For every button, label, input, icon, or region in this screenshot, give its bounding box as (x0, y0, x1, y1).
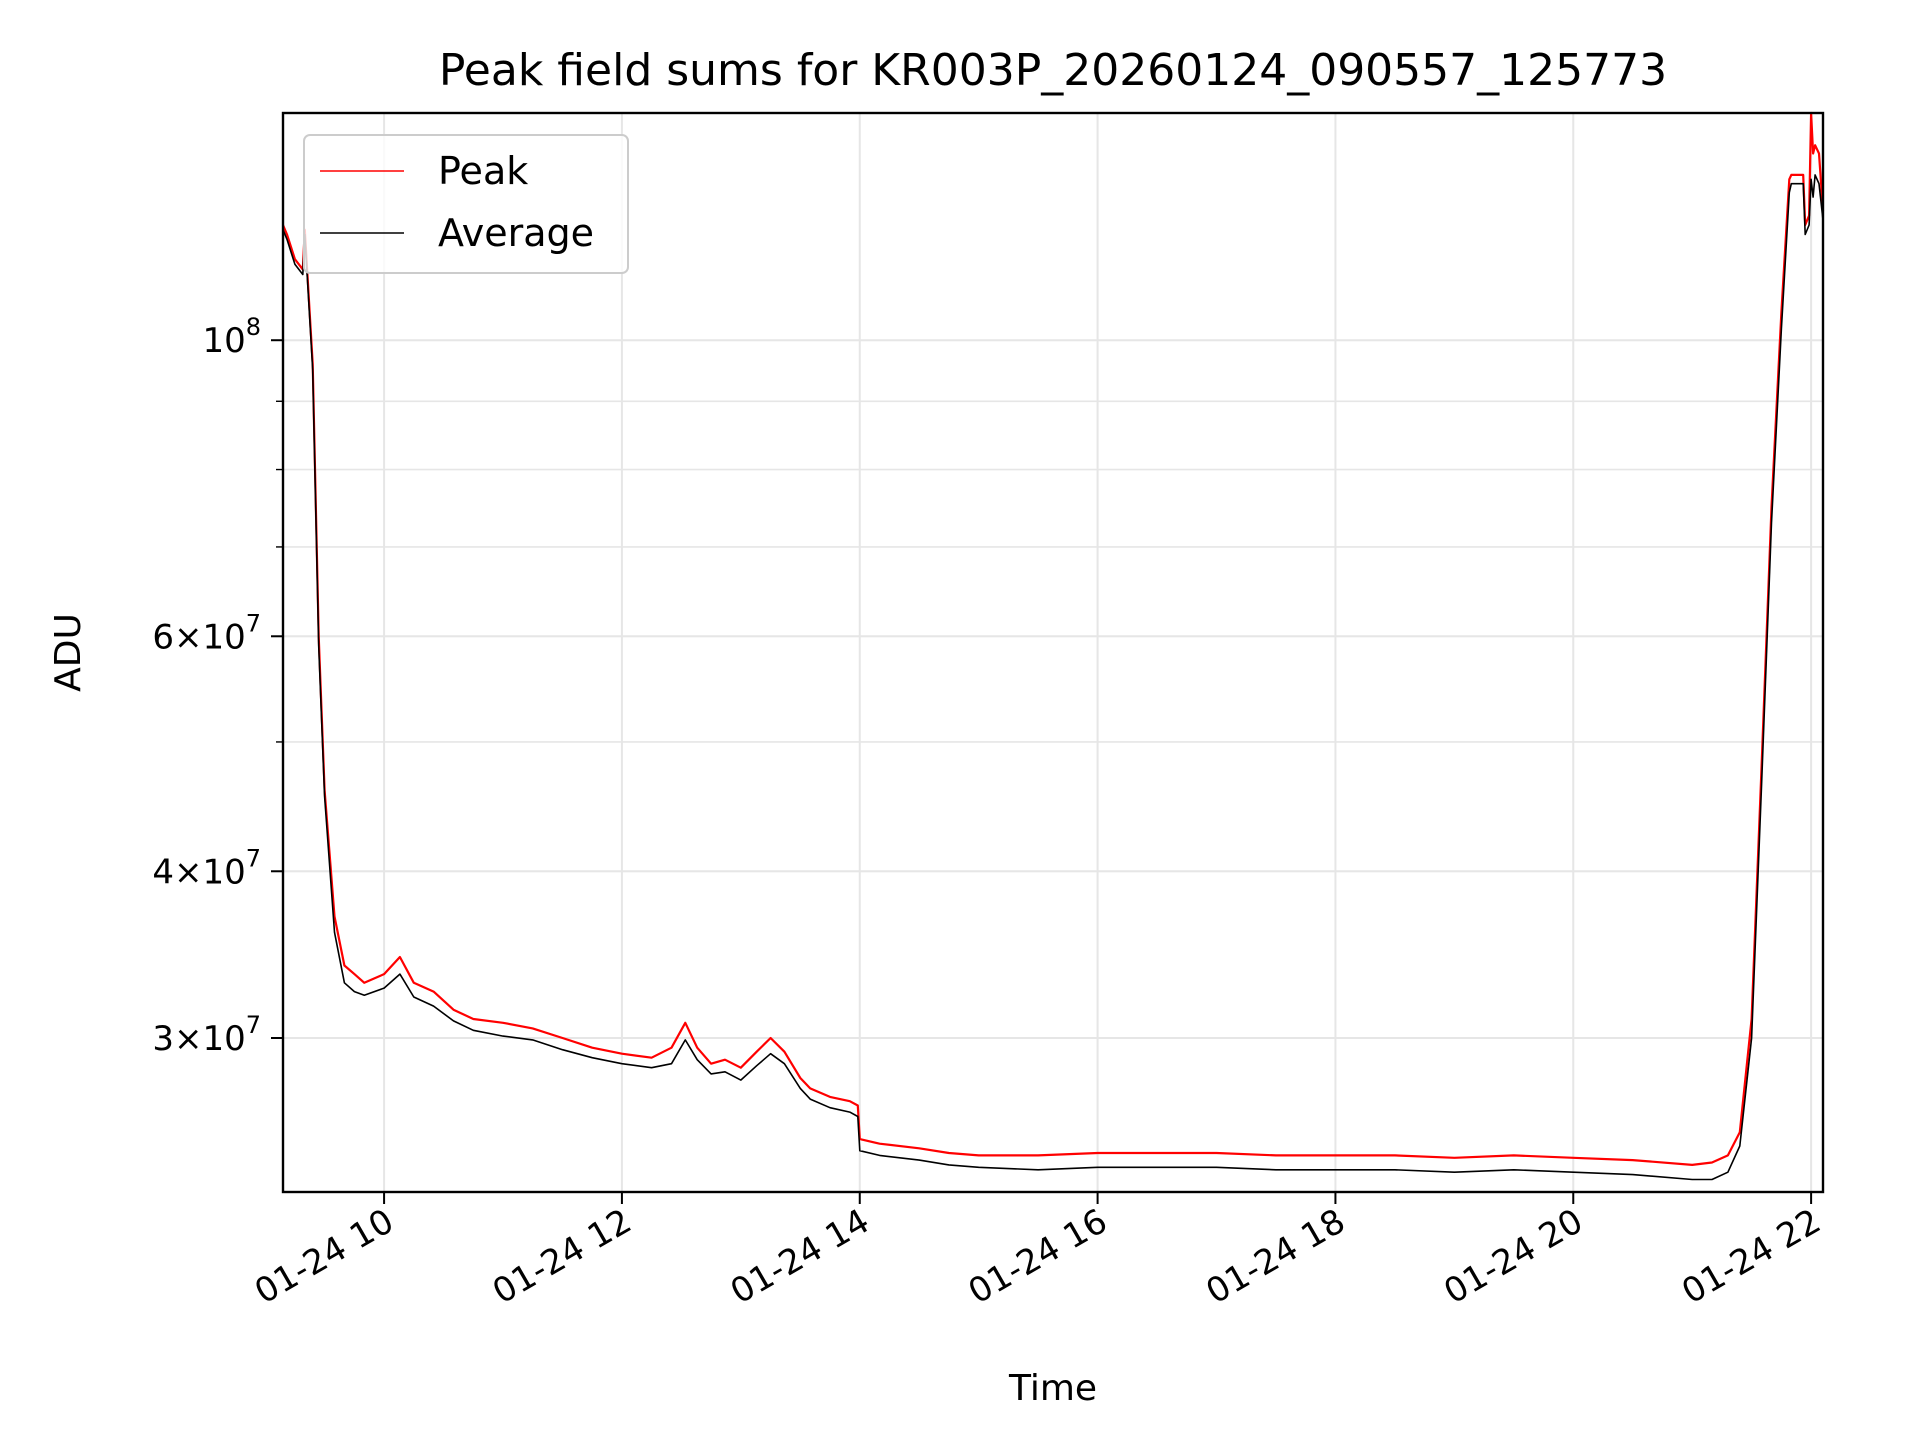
plot-area-frame (281, 111, 1825, 1194)
grid (283, 113, 1823, 1192)
y-tick-times: × (174, 1019, 203, 1059)
legend-box (303, 134, 629, 274)
y-tick-exponent: 7 (246, 844, 261, 872)
y-tick-exponent: 7 (246, 1011, 261, 1039)
chart-title: Peak field sums for KR003P_20260124_0905… (439, 45, 1667, 96)
y-tick-mantissa: 6 (152, 617, 174, 657)
y-tick-base: 10 (202, 1019, 245, 1059)
series-line-average (282, 174, 1824, 1181)
y-tick-base: 10 (202, 852, 245, 892)
y-tick-times: × (174, 617, 203, 657)
x-axis-label: Time (1008, 1368, 1097, 1409)
legend-label-peak: Peak (438, 149, 528, 193)
y-tick-label: 6×107 (152, 609, 261, 657)
y-axis-label: ADU (48, 613, 89, 692)
y-tick-times: × (174, 852, 203, 892)
y-tick-mantissa: 3 (152, 1019, 174, 1059)
legend: Peak Average (303, 134, 629, 274)
y-tick-exponent: 8 (246, 313, 261, 341)
y-tick-label: 3×107 (152, 1011, 261, 1059)
y-tick-base: 10 (202, 321, 245, 361)
y-tick-label: 4×107 (152, 844, 261, 892)
y-tick-exponent: 7 (246, 609, 261, 637)
series-line-peak (281, 111, 1825, 1166)
y-tick-mantissa: 4 (152, 852, 174, 892)
series-layer (281, 111, 1825, 1181)
y-tick-label: 108 (202, 313, 261, 361)
legend-label-average: Average (438, 211, 594, 255)
y-tick-base: 10 (202, 617, 245, 657)
